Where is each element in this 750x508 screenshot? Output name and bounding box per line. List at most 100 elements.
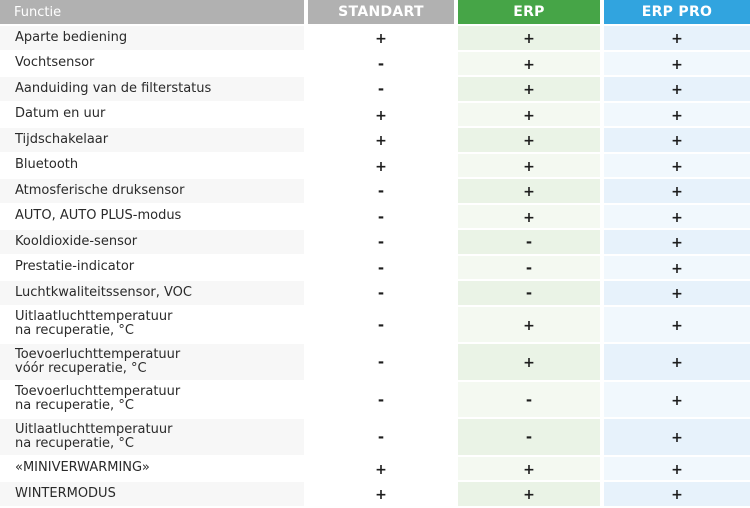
plus-mark: + <box>523 487 535 504</box>
plus-mark: + <box>523 82 535 99</box>
feature-name-cell: Kooldioxide-sensor <box>0 230 308 256</box>
table-header: Functie STANDART ERP ERP PRO <box>0 0 750 26</box>
standart-value-cell: - <box>308 51 458 77</box>
erp-pro-value-cell: + <box>604 381 750 419</box>
plus-mark: + <box>523 184 535 201</box>
erp-value-cell: + <box>458 102 604 128</box>
header-feature: Functie <box>0 0 308 26</box>
plus-mark: + <box>523 158 535 175</box>
minus-mark: - <box>525 258 533 277</box>
feature-name-line: na recuperatie, °C <box>15 398 134 414</box>
feature-name-cell: «MINIVERWARMING» <box>0 456 308 482</box>
erp-pro-value-cell: + <box>604 51 750 77</box>
plus-mark: + <box>671 133 683 150</box>
feature-name-line: Atmosferische druksensor <box>15 182 185 198</box>
table-row: WINTERMODUS + + + <box>0 482 750 508</box>
feature-name-line: Toevoerluchttemperatuur <box>15 346 181 362</box>
erp-pro-value-cell: + <box>604 204 750 230</box>
erp-pro-value-cell: + <box>604 77 750 103</box>
minus-mark: - <box>377 353 385 372</box>
minus-mark: - <box>377 233 385 252</box>
erp-pro-value-cell: + <box>604 456 750 482</box>
erp-pro-value-cell: + <box>604 179 750 205</box>
plus-mark: + <box>523 461 535 478</box>
table-row: Prestatie-indicator - - + <box>0 255 750 281</box>
feature-name-line: «MINIVERWARMING» <box>15 460 150 476</box>
erp-value-cell: + <box>458 51 604 77</box>
plus-mark: + <box>671 355 683 372</box>
header-erp-pro: ERP PRO <box>604 0 750 26</box>
erp-pro-value-cell: + <box>604 102 750 128</box>
feature-name-line: Datum en uur <box>15 106 106 122</box>
minus-mark: - <box>525 233 533 252</box>
erp-pro-value-cell: + <box>604 482 750 508</box>
erp-value-cell: + <box>458 344 604 382</box>
feature-name-cell: AUTO, AUTO PLUS-modus <box>0 204 308 230</box>
plus-mark: + <box>671 56 683 73</box>
feature-name-cell: WINTERMODUS <box>0 482 308 508</box>
standart-value-cell: + <box>308 153 458 179</box>
standart-value-cell: - <box>308 77 458 103</box>
table-row: Toevoerluchttemperatuur na recuperatie, °… <box>0 381 750 419</box>
feature-name-cell: Luchtkwaliteitssensor, VOC <box>0 281 308 307</box>
minus-mark: - <box>377 284 385 303</box>
plus-mark: + <box>523 107 535 124</box>
table-row: «MINIVERWARMING» + + + <box>0 456 750 482</box>
feature-name-line: vóór recuperatie, °C <box>15 360 147 376</box>
erp-value-cell: + <box>458 482 604 508</box>
erp-value-cell: - <box>458 419 604 457</box>
plus-mark: + <box>671 107 683 124</box>
plus-mark: + <box>523 355 535 372</box>
erp-pro-value-cell: + <box>604 419 750 457</box>
plus-mark: + <box>671 260 683 277</box>
erp-value-cell: + <box>458 204 604 230</box>
erp-value-cell: - <box>458 255 604 281</box>
plus-mark: + <box>671 235 683 252</box>
feature-name-line: na recuperatie, °C <box>15 323 134 339</box>
plus-mark: + <box>671 461 683 478</box>
erp-value-cell: + <box>458 456 604 482</box>
plus-mark: + <box>375 158 387 175</box>
plus-mark: + <box>671 31 683 48</box>
minus-mark: - <box>525 390 533 409</box>
standart-value-cell: + <box>308 456 458 482</box>
erp-pro-value-cell: + <box>604 281 750 307</box>
table-row: Luchtkwaliteitssensor, VOC - - + <box>0 281 750 307</box>
table-row: Vochtsensor - + + <box>0 51 750 77</box>
plus-mark: + <box>375 133 387 150</box>
table-row: Atmosferische druksensor - + + <box>0 179 750 205</box>
table-row: Uitlaatluchttemperatuur na recuperatie, °… <box>0 306 750 344</box>
plus-mark: + <box>671 317 683 334</box>
erp-pro-value-cell: + <box>604 344 750 382</box>
feature-name-cell: Tijdschakelaar <box>0 128 308 154</box>
minus-mark: - <box>377 182 385 201</box>
minus-mark: - <box>377 80 385 99</box>
plus-mark: + <box>671 487 683 504</box>
plus-mark: + <box>671 158 683 175</box>
plus-mark: + <box>523 209 535 226</box>
table-row: Uitlaatluchttemperatuur na recuperatie, °… <box>0 419 750 457</box>
feature-name-cell: Prestatie-indicator <box>0 255 308 281</box>
table-row: Aparte bediening + + + <box>0 26 750 52</box>
table-row: AUTO, AUTO PLUS-modus - + + <box>0 204 750 230</box>
standart-value-cell: - <box>308 306 458 344</box>
minus-mark: - <box>377 258 385 277</box>
feature-name-line: Uitlaatluchttemperatuur <box>15 309 173 325</box>
feature-name-line: Bluetooth <box>15 157 79 173</box>
header-row: Functie STANDART ERP ERP PRO <box>0 0 750 26</box>
table-row: Datum en uur + + + <box>0 102 750 128</box>
feature-name-line: na recuperatie, °C <box>15 435 134 451</box>
feature-name-line: AUTO, AUTO PLUS-modus <box>15 208 182 224</box>
erp-value-cell: + <box>458 179 604 205</box>
erp-pro-value-cell: + <box>604 255 750 281</box>
plus-mark: + <box>375 461 387 478</box>
plus-mark: + <box>523 317 535 334</box>
feature-name-line: Vochtsensor <box>15 55 95 71</box>
erp-value-cell: + <box>458 153 604 179</box>
feature-name-cell: Bluetooth <box>0 153 308 179</box>
plus-mark: + <box>523 133 535 150</box>
table-row: Aanduiding van de filterstatus - + + <box>0 77 750 103</box>
erp-value-cell: - <box>458 381 604 419</box>
standart-value-cell: - <box>308 419 458 457</box>
standart-value-cell: + <box>308 26 458 52</box>
